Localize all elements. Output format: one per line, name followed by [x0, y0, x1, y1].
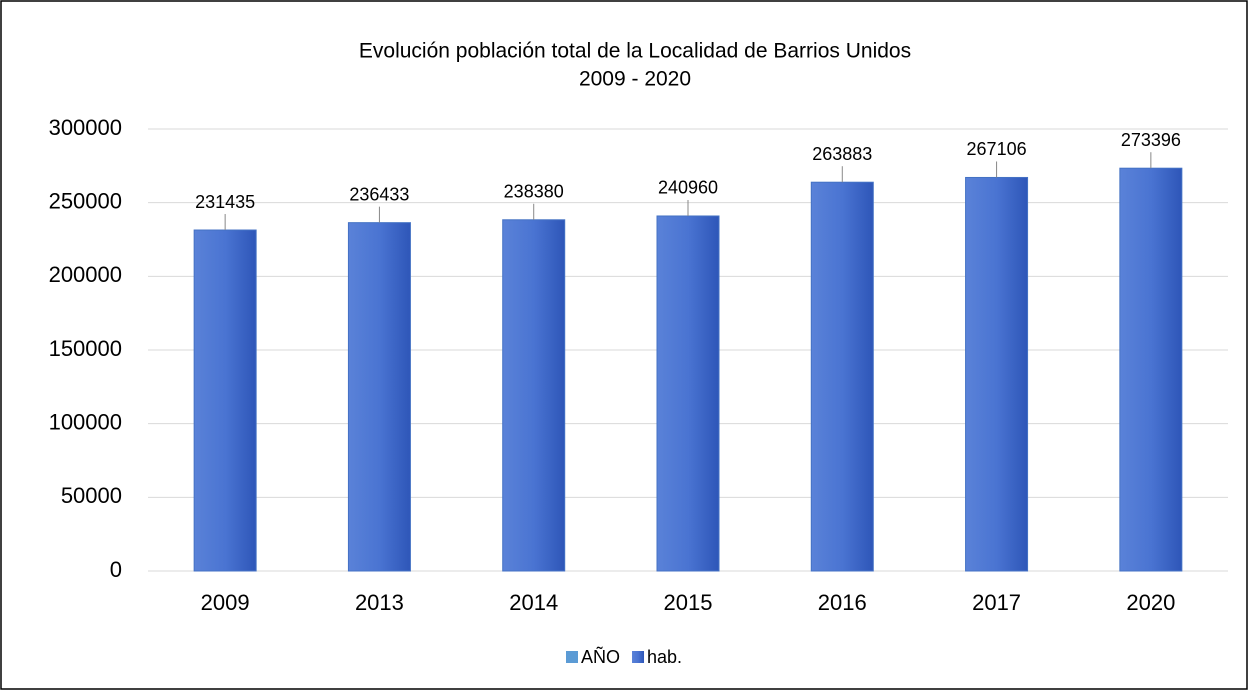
- bar: [502, 219, 566, 572]
- data-label: 231435: [195, 192, 255, 212]
- y-tick-label: 300000: [49, 115, 122, 140]
- chart-subtitle: 2009 - 2020: [579, 68, 691, 91]
- data-label: 273396: [1121, 130, 1181, 150]
- y-tick-label: 200000: [49, 262, 122, 287]
- data-label: 238380: [504, 182, 564, 202]
- x-tick-label: 2015: [664, 590, 713, 615]
- bar: [1119, 167, 1183, 572]
- legend-swatch: [566, 651, 578, 663]
- data-label: 267106: [967, 139, 1027, 159]
- bar: [193, 229, 257, 572]
- y-tick-label: 150000: [49, 336, 122, 361]
- y-tick-label: 250000: [49, 188, 122, 213]
- x-tick-label: 2020: [1126, 590, 1175, 615]
- data-label: 236433: [349, 184, 409, 204]
- x-tick-label: 2014: [509, 590, 558, 615]
- bar: [656, 215, 720, 572]
- data-label: 263883: [812, 144, 872, 164]
- x-tick-label: 2016: [818, 590, 867, 615]
- bar: [810, 181, 874, 572]
- y-tick-label: 50000: [61, 483, 122, 508]
- x-tick-label: 2009: [201, 590, 250, 615]
- legend-label: hab.: [647, 647, 682, 667]
- legend-swatch: [632, 651, 645, 663]
- x-tick-label: 2017: [972, 590, 1021, 615]
- data-label: 240960: [658, 178, 718, 198]
- y-tick-label: 0: [110, 557, 122, 582]
- chart-title: Evolución población total de la Localida…: [359, 40, 911, 63]
- y-tick-label: 100000: [49, 409, 122, 434]
- bar: [347, 222, 411, 572]
- bar: [965, 176, 1029, 572]
- x-tick-label: 2013: [355, 590, 404, 615]
- legend-label: AÑO: [581, 646, 620, 667]
